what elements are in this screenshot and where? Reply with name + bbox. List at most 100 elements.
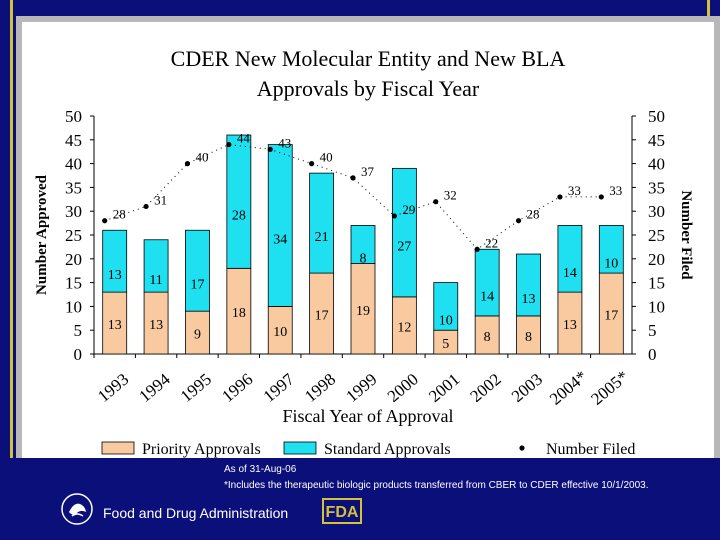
x-tick-label-1996: 1996 [218,370,256,406]
bar-standard-2002 [474,248,500,317]
left-y-tick-label: 35 [65,178,82,197]
left-y-tick-label: 5 [74,321,83,340]
label-standard-2004*: 14 [563,266,577,281]
label-filed-1993: 28 [113,207,126,222]
label-priority-1995: 9 [194,328,201,343]
label-standard-1994: 11 [149,273,162,288]
point-filed-1999 [350,175,356,181]
label-priority-2003: 8 [525,330,532,345]
label-filed-2005*: 33 [609,183,622,198]
bar-priority-1997 [267,305,293,355]
agency-name: Food and Drug Administration [103,505,289,521]
bar-priority-2000 [391,296,417,355]
x-tick-label-1995: 1995 [177,370,215,406]
bar-standard-2003 [516,253,541,317]
label-filed-1995: 40 [195,150,208,165]
bar-priority-1999 [350,263,376,355]
label-filed-1996: 44 [237,131,251,146]
right-y-tick-label: 20 [648,250,665,269]
left-y-tick-label: 20 [65,250,82,269]
label-priority-2004*: 13 [563,318,577,333]
label-filed-2003: 28 [527,207,540,222]
bar-priority-1998 [309,272,335,355]
label-standard-2002: 14 [480,290,494,305]
point-filed-1995 [184,161,191,167]
point-filed-2004* [557,194,563,200]
hhs-logo-icon [61,493,93,525]
bar-priority-2004* [557,291,583,355]
x-tick-label-2004*: 2004* [546,367,591,409]
label-standard-2000: 27 [397,240,411,255]
label-filed-2002: 22 [485,235,498,250]
point-filed-1998 [309,161,315,167]
x-tick-label-1994: 1994 [135,369,174,406]
left-y-tick-label: 10 [65,297,82,316]
right-y-tick-label: 30 [648,202,665,221]
bar-standard-2000 [391,167,417,298]
label-filed-1997: 43 [278,135,291,150]
label-standard-1999: 8 [360,252,367,267]
left-y-tick-label: 30 [65,202,82,221]
legend-priority-label: Priority Approvals [142,441,261,458]
right-y-tick-label: 25 [648,226,665,245]
x-tick-label-1997: 1997 [260,369,299,406]
chart-title-line-1: CDER New Molecular Entity and New BLA [171,46,566,71]
bar-priority-1994 [143,291,169,355]
left-y-tick-label: 0 [74,345,83,364]
x-tick-label-1998: 1998 [301,370,339,406]
x-tick-label-1999: 1999 [342,370,380,406]
left-y-tick-label: 50 [65,107,82,126]
label-priority-2001: 5 [442,337,449,352]
label-standard-2001: 10 [439,313,453,328]
label-standard-2005*: 10 [604,256,618,271]
label-priority-1996: 18 [232,306,246,321]
point-filed-1996 [226,141,232,148]
label-standard-2003: 13 [522,292,536,307]
bar-standard-1993 [102,229,128,293]
label-standard-1996: 28 [232,209,246,224]
label-standard-1997: 34 [273,232,287,247]
bar-standard-1995 [185,229,210,312]
left-y-tick-label: 40 [65,155,82,174]
point-filed-2001 [433,199,439,205]
label-priority-2002: 8 [484,330,491,345]
x-tick-label-2001: 2001 [425,370,463,406]
right-y-tick-label: 50 [648,107,665,126]
point-filed-2002 [474,246,480,252]
x-tick-label-2005*: 2005* [587,367,632,409]
right-y-tick-label: 10 [648,297,665,316]
label-filed-2004*: 33 [568,183,581,198]
right-y-tick-label: 45 [648,131,665,150]
bar-standard-1999 [350,225,376,264]
bar-standard-1994 [143,239,169,293]
bar-standard-1998 [309,172,335,274]
label-priority-1997: 10 [273,325,287,340]
bar-standard-2005* [598,225,624,274]
legend-standard-label: Standard Approvals [324,441,451,458]
point-filed-1994 [143,203,149,210]
right-y-tick-label: 40 [648,155,665,174]
label-filed-1994: 31 [154,192,167,207]
left-y-tick-label: 45 [65,131,82,150]
right-y-tick-label: 0 [648,345,657,364]
label-standard-1998: 21 [315,230,329,245]
point-filed-2000 [391,213,397,219]
footnote-cber: *Includes the therapeutic biologic produ… [224,480,649,491]
right-y-tick-label: 15 [648,274,665,293]
label-standard-1995: 17 [190,278,204,293]
label-priority-1999: 19 [356,304,370,319]
bar-priority-1996 [226,267,252,355]
legend-standard-swatch [283,441,317,455]
bar-standard-1997 [267,144,293,307]
bar-priority-1995 [185,310,210,355]
right-y-tick-label: 35 [648,178,665,197]
label-filed-2001: 32 [444,188,457,203]
label-standard-1993: 13 [108,268,122,283]
label-priority-2000: 12 [397,320,411,335]
x-tick-label-1993: 1993 [94,370,132,406]
point-filed-2005* [598,194,604,200]
left-y-tick-label: 25 [65,226,82,245]
legend-priority-swatch [101,441,135,455]
left-y-axis-title: Number Approved [34,174,50,295]
label-filed-2000: 29 [402,202,415,217]
